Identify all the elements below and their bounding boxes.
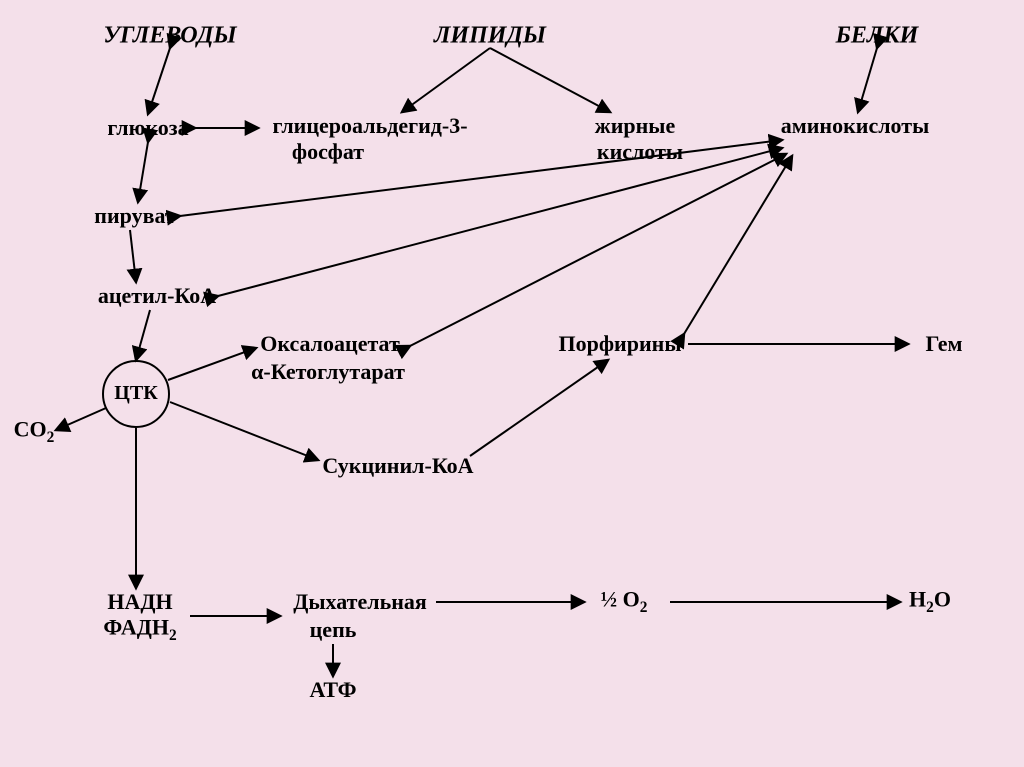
node-atp: АТФ bbox=[309, 677, 356, 703]
node-proteins: БЕЛКИ bbox=[836, 22, 919, 51]
node-heme: Гем bbox=[925, 331, 962, 357]
node-a-ketoglutarate: α-Кетоглутарат bbox=[251, 359, 405, 385]
node-porphyrins: Порфирины bbox=[558, 331, 681, 357]
node-fadh2: ФАДН2 bbox=[103, 615, 176, 646]
node-acetyl-coa: ацетил-КоА bbox=[98, 283, 216, 309]
node-pyruvate: пируват bbox=[94, 203, 175, 229]
node-resp-chain-line2: цепь bbox=[310, 617, 357, 643]
node-lipids: ЛИПИДЫ bbox=[434, 22, 546, 51]
node-g3p-line1: глицероальдегид-3- bbox=[272, 113, 467, 139]
node-resp-chain-line1: Дыхательная bbox=[293, 589, 427, 615]
node-oxaloacetate: Оксалоацетат bbox=[260, 331, 400, 357]
node-glucose: глюкоза bbox=[107, 115, 188, 141]
node-aminoacids: аминокислоты bbox=[781, 113, 930, 139]
diagram-stage: УГЛЕВОДЫ ЛИПИДЫ БЕЛКИ глюкоза глицероаль… bbox=[0, 0, 1024, 767]
node-g3p-line2: фосфат bbox=[292, 139, 364, 165]
ctk-circle bbox=[102, 360, 170, 428]
node-h2o: H2O bbox=[909, 587, 951, 618]
node-co2: CO2 bbox=[14, 417, 55, 448]
node-half-o2: ½ O2 bbox=[601, 587, 648, 618]
node-fatty-acids-line2: кислоты bbox=[597, 139, 683, 165]
node-fatty-acids-line1: жирные bbox=[595, 113, 675, 139]
node-carbohydrates: УГЛЕВОДЫ bbox=[103, 22, 236, 51]
node-succinyl-coa: Сукцинил-КоА bbox=[322, 453, 473, 479]
node-nadh: НАДН bbox=[107, 589, 172, 615]
